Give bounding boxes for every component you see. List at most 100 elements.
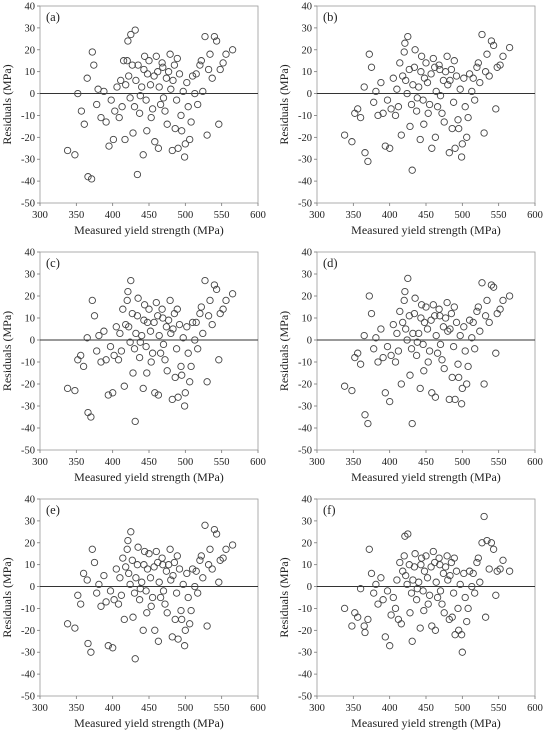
data-point <box>487 539 496 547</box>
y-tick-label: 20 <box>25 45 36 56</box>
data-point <box>428 622 436 630</box>
data-point <box>449 342 458 351</box>
data-point <box>184 349 192 357</box>
data-point <box>424 600 432 608</box>
data-point <box>172 345 181 353</box>
data-point <box>439 323 448 331</box>
data-point <box>499 296 507 305</box>
data-point <box>356 113 365 122</box>
data-point <box>119 554 127 562</box>
data-point <box>461 593 469 602</box>
scatter-panel: -50 -40 -30 -20 -10 0 10 20 30 40 300 350 400 450 500 5… <box>277 248 543 485</box>
data-point <box>480 380 488 388</box>
x-tick-label: 550 <box>491 703 507 714</box>
data-point <box>468 334 476 342</box>
data-point <box>448 613 456 621</box>
data-point <box>446 325 454 333</box>
data-point <box>151 138 159 146</box>
y-tick-label: -30 <box>298 648 312 659</box>
data-point <box>178 371 186 379</box>
data-point <box>425 347 434 355</box>
data-point <box>411 294 419 302</box>
data-point <box>489 545 498 553</box>
data-point <box>481 68 490 76</box>
data-point <box>134 294 142 302</box>
y-tick-label: -30 <box>21 648 35 659</box>
x-axis-title: Measured yield strength (MPa) <box>74 223 224 237</box>
data-point <box>424 358 432 366</box>
data-point <box>439 569 448 578</box>
data-point <box>399 72 407 80</box>
data-point <box>138 83 146 91</box>
data-point <box>124 37 132 45</box>
data-point <box>159 587 168 595</box>
x-tick-label: 350 <box>68 703 84 714</box>
data-point <box>126 94 134 102</box>
data-point <box>112 323 120 331</box>
data-point <box>197 552 205 560</box>
data-point <box>93 589 101 597</box>
data-point <box>180 402 189 410</box>
data-point <box>404 274 412 283</box>
x-axis-title: Measured yield strength (MPa) <box>351 470 501 484</box>
data-point <box>161 600 169 608</box>
data-point <box>177 362 185 371</box>
data-point <box>154 312 162 320</box>
data-point <box>197 303 205 311</box>
data-point <box>140 547 149 556</box>
data-point <box>173 54 181 63</box>
data-point <box>449 98 458 106</box>
data-point <box>481 613 490 621</box>
data-point <box>460 74 468 82</box>
data-point <box>372 334 380 342</box>
data-point <box>445 149 453 157</box>
data-point <box>444 327 452 335</box>
x-tick-label: 500 <box>177 457 193 468</box>
data-point <box>396 307 404 316</box>
data-point <box>438 356 446 364</box>
data-point <box>404 530 412 538</box>
data-point <box>431 63 439 71</box>
data-point <box>181 140 189 148</box>
data-point <box>456 85 464 93</box>
data-point <box>191 89 199 98</box>
y-tick-label: 0 <box>30 336 35 347</box>
data-point <box>154 637 163 645</box>
data-point <box>464 113 472 122</box>
data-point <box>104 642 112 650</box>
data-point <box>140 65 148 74</box>
data-point <box>115 113 123 122</box>
data-point <box>370 98 378 106</box>
x-tick-label: 350 <box>345 703 361 714</box>
data-point <box>361 149 369 157</box>
data-point <box>155 83 163 91</box>
data-point <box>172 589 181 597</box>
data-point <box>116 574 124 582</box>
data-point <box>463 617 471 626</box>
data-point <box>416 624 424 632</box>
data-point <box>77 600 85 608</box>
data-point <box>469 318 477 327</box>
data-point <box>158 59 166 67</box>
data-point <box>365 50 373 58</box>
data-point <box>471 589 479 597</box>
data-point <box>454 604 462 613</box>
data-point <box>109 135 118 144</box>
data-point <box>117 347 126 355</box>
data-point <box>84 173 92 181</box>
data-point <box>215 356 223 364</box>
y-tick-label: 40 <box>25 495 36 506</box>
data-point <box>191 336 199 344</box>
data-point <box>135 353 144 362</box>
data-point <box>499 52 507 60</box>
data-point <box>423 78 432 87</box>
data-point <box>186 378 194 386</box>
x-tick-label: 350 <box>345 210 361 221</box>
data-point <box>496 61 504 69</box>
data-point <box>175 320 184 329</box>
data-point <box>354 613 362 621</box>
x-tick-label: 450 <box>141 457 157 468</box>
data-point <box>399 318 407 327</box>
data-point <box>400 48 408 56</box>
